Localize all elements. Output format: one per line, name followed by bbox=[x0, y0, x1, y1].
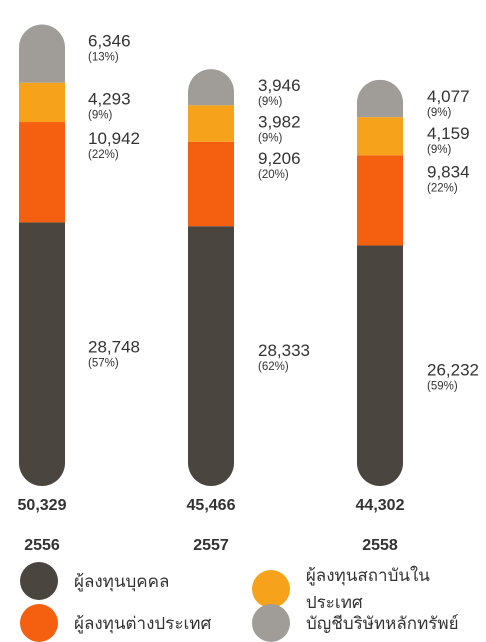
year-label-2558: 2558 bbox=[362, 537, 398, 554]
legend-item-individual: ผู้ลงทุนบุคคล bbox=[20, 562, 169, 600]
value-label-2557-3: 3,946 bbox=[258, 76, 301, 95]
value-label-2557-1: 9,206 bbox=[258, 149, 301, 168]
legend-label-proprietary: บัญชีบริษัทหลักทรัพย์ bbox=[306, 613, 459, 634]
value-label-2556-2: 4,293 bbox=[88, 90, 131, 109]
value-label-2558-3: 4,077 bbox=[427, 87, 470, 106]
bar-segment-2556-0 bbox=[19, 222, 65, 486]
pct-label-2558-2: (9%) bbox=[427, 144, 451, 156]
pct-label-2557-1: (20%) bbox=[258, 169, 289, 181]
legend-item-proprietary: บัญชีบริษัทหลักทรัพย์ bbox=[252, 604, 459, 642]
value-label-2557-2: 3,982 bbox=[258, 112, 301, 131]
pct-label-2558-0: (59%) bbox=[427, 380, 458, 392]
year-label-2557: 2557 bbox=[193, 537, 229, 554]
pct-label-2556-1: (22%) bbox=[88, 149, 119, 161]
value-label-2556-3: 6,346 bbox=[88, 31, 131, 50]
value-label-2556-0: 28,748 bbox=[88, 337, 140, 356]
bar-segment-2556-2 bbox=[19, 82, 65, 123]
legend-swatch-individual-icon bbox=[20, 562, 58, 600]
legend-label-individual: ผู้ลงทุนบุคคล bbox=[74, 571, 170, 592]
value-label-2558-0: 26,232 bbox=[427, 360, 479, 379]
bar-segment-2557-1 bbox=[188, 141, 234, 227]
bar-2557 bbox=[188, 69, 234, 486]
legend-swatch-foreign-icon bbox=[20, 604, 58, 642]
pct-label-2556-3: (13%) bbox=[88, 51, 119, 63]
year-label-2556: 2556 bbox=[24, 537, 60, 554]
bar-segment-2556-1 bbox=[19, 122, 65, 223]
total-label-2556: 50,329 bbox=[18, 497, 67, 514]
bar-segment-2558-2 bbox=[357, 117, 403, 156]
bar-segment-2557-2 bbox=[188, 105, 234, 142]
pct-label-2556-2: (9%) bbox=[88, 110, 112, 122]
total-label-2558: 44,302 bbox=[356, 497, 405, 514]
legend-swatch-local-institution-icon bbox=[252, 570, 290, 608]
total-label-2557: 45,466 bbox=[187, 497, 236, 514]
value-label-2557-0: 28,333 bbox=[258, 341, 310, 360]
value-label-2558-2: 4,159 bbox=[427, 124, 470, 143]
bar-segment-2558-0 bbox=[357, 245, 403, 486]
stacked-bar-chart: 28,748(57%)10,942(22%)4,293(9%)6,346(13%… bbox=[18, 24, 479, 554]
legend-label-local-institution: ผู้ลงทุนสถาบันในประเทศ bbox=[305, 566, 430, 613]
legend: ผู้ลงทุนบุคคล ผู้ลงทุนสถาบันในประเทศ ผู้… bbox=[0, 558, 486, 642]
pct-label-2557-0: (62%) bbox=[258, 361, 289, 373]
bar-segment-2558-3 bbox=[357, 79, 403, 118]
bar-segment-2556-3 bbox=[19, 24, 65, 83]
legend-label-foreign: ผู้ลงทุนต่างประเทศ bbox=[74, 613, 212, 634]
bar-segment-2557-3 bbox=[188, 69, 234, 106]
pct-label-2556-0: (57%) bbox=[88, 357, 119, 369]
value-label-2556-1: 10,942 bbox=[88, 129, 140, 148]
bar-2556 bbox=[19, 24, 65, 486]
legend-item-foreign: ผู้ลงทุนต่างประเทศ bbox=[20, 604, 211, 642]
legend-item-local-institution: ผู้ลงทุนสถาบันในประเทศ bbox=[252, 562, 486, 616]
pct-label-2558-3: (9%) bbox=[427, 107, 451, 119]
legend-swatch-proprietary-icon bbox=[252, 604, 290, 642]
pct-label-2558-1: (22%) bbox=[427, 182, 458, 194]
bar-2558 bbox=[357, 79, 403, 486]
pct-label-2557-3: (9%) bbox=[258, 96, 282, 108]
value-label-2558-1: 9,834 bbox=[427, 162, 470, 181]
pct-label-2557-2: (9%) bbox=[258, 132, 282, 144]
bar-segment-2557-0 bbox=[188, 226, 234, 486]
bar-segment-2558-1 bbox=[357, 155, 403, 246]
